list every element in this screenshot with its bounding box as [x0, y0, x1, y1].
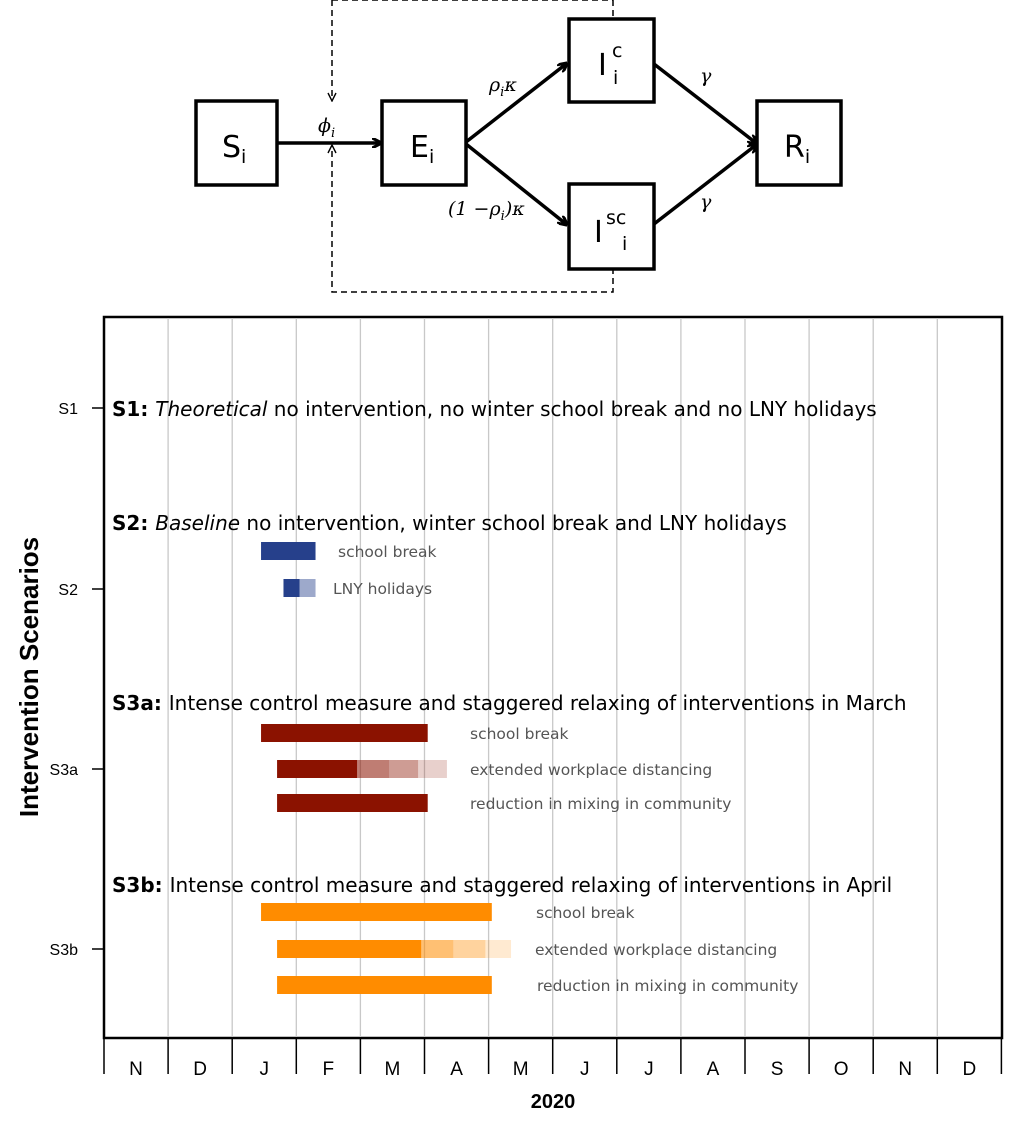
month-label: S: [771, 1059, 784, 1080]
rate-gamma-bottom: γ: [700, 191, 712, 213]
y-tick-label: S2: [58, 582, 78, 599]
bar-label: reduction in mixing in community: [470, 795, 731, 813]
intervention-bar: [277, 794, 428, 812]
month-label: O: [834, 1059, 849, 1080]
box-isc: [567, 182, 656, 271]
month-label: D: [193, 1059, 207, 1080]
month-label: J: [644, 1059, 654, 1080]
bar-label: school break: [536, 904, 635, 922]
timeline-bars: [261, 542, 512, 994]
y-tick-label: S3b: [50, 942, 79, 959]
bar-label: school break: [338, 543, 437, 561]
intervention-bar: [277, 760, 358, 778]
label-ic: I: [598, 48, 607, 83]
arrow-e-to-isc: [464, 142, 566, 224]
intervention-bar: [261, 903, 492, 921]
bar-label: extended workplace distancing: [535, 941, 777, 959]
intervention-bar: [277, 976, 492, 994]
rate-phi: ϕi: [318, 115, 335, 141]
intervention-bar-fade: [357, 760, 390, 778]
month-label: J: [580, 1059, 590, 1080]
y-ticks: S1 S2 S3a S3b: [50, 401, 104, 959]
label-ic-sub: i: [613, 67, 618, 89]
y-tick-label: S1: [58, 401, 78, 418]
month-label: N: [898, 1059, 912, 1080]
rate-gamma-top: γ: [700, 65, 712, 87]
label-s: Si: [222, 130, 246, 168]
scenario-title: S3b: Intense control measure and stagger…: [112, 873, 892, 897]
scenario-title: S3a: Intense control measure and stagger…: [112, 691, 907, 715]
label-e: Ei: [410, 130, 434, 168]
arrow-isc-to-r: [652, 145, 756, 226]
month-label: J: [260, 1059, 270, 1080]
month-label: M: [385, 1059, 401, 1080]
month-label: N: [129, 1059, 143, 1080]
month-label: F: [323, 1059, 335, 1080]
box-r: [755, 99, 843, 187]
y-axis-label: Intervention Scenarios: [14, 537, 44, 817]
rate-one-minus-rho-kappa: (1 −ρi)κ: [448, 198, 525, 224]
intervention-bar-fade: [418, 760, 447, 778]
intervention-bar: [277, 940, 422, 958]
arrow-ic-to-r: [652, 62, 756, 143]
bar-label: extended workplace distancing: [470, 761, 712, 779]
scenario-title: S2: Baseline no intervention, winter sch…: [112, 511, 787, 535]
intervention-bar-fade: [453, 940, 486, 958]
box-s: [194, 99, 279, 187]
label-isc: I: [594, 215, 603, 250]
x-axis-label: 2020: [531, 1091, 576, 1113]
bar-labels: school break LNY holidays school break exte…: [333, 543, 798, 995]
label-ic-sup: c: [612, 40, 622, 62]
intervention-bar-fade: [485, 940, 512, 958]
arrow-e-to-ic: [464, 64, 566, 144]
label-r: Ri: [784, 130, 810, 168]
intervention-bar-fade: [299, 579, 316, 597]
bar-label: reduction in mixing in community: [537, 977, 798, 995]
month-label: A: [450, 1059, 463, 1080]
label-isc-sup: sc: [606, 207, 626, 229]
y-tick-label: S3a: [50, 762, 79, 779]
seir-diagram: Si Ei I c i I sc i Ri ϕi ρiκ (1 −ρi)κ γ …: [194, 0, 843, 293]
box-ic: [567, 17, 656, 104]
intervention-bar: [283, 579, 300, 597]
box-e: [380, 99, 468, 187]
intervention-bar-fade: [389, 760, 419, 778]
rate-rho-kappa: ρiκ: [488, 74, 517, 100]
dashed-loop-bottom: [332, 146, 614, 293]
intervention-bar-fade: [421, 940, 454, 958]
label-isc-sub: i: [622, 233, 627, 255]
bar-label: school break: [470, 725, 569, 743]
month-label: A: [707, 1059, 720, 1080]
month-label: D: [962, 1059, 976, 1080]
scenario-titles: S1: Theoretical no intervention, no wint…: [112, 397, 907, 897]
scenario-title: S1: Theoretical no intervention, no wint…: [112, 397, 877, 421]
intervention-bar: [261, 724, 428, 742]
month-label: M: [513, 1059, 529, 1080]
intervention-bar: [261, 542, 316, 560]
timeline-chart: S1: Theoretical no intervention, no wint…: [14, 315, 1004, 1113]
bar-label: LNY holidays: [333, 580, 432, 598]
